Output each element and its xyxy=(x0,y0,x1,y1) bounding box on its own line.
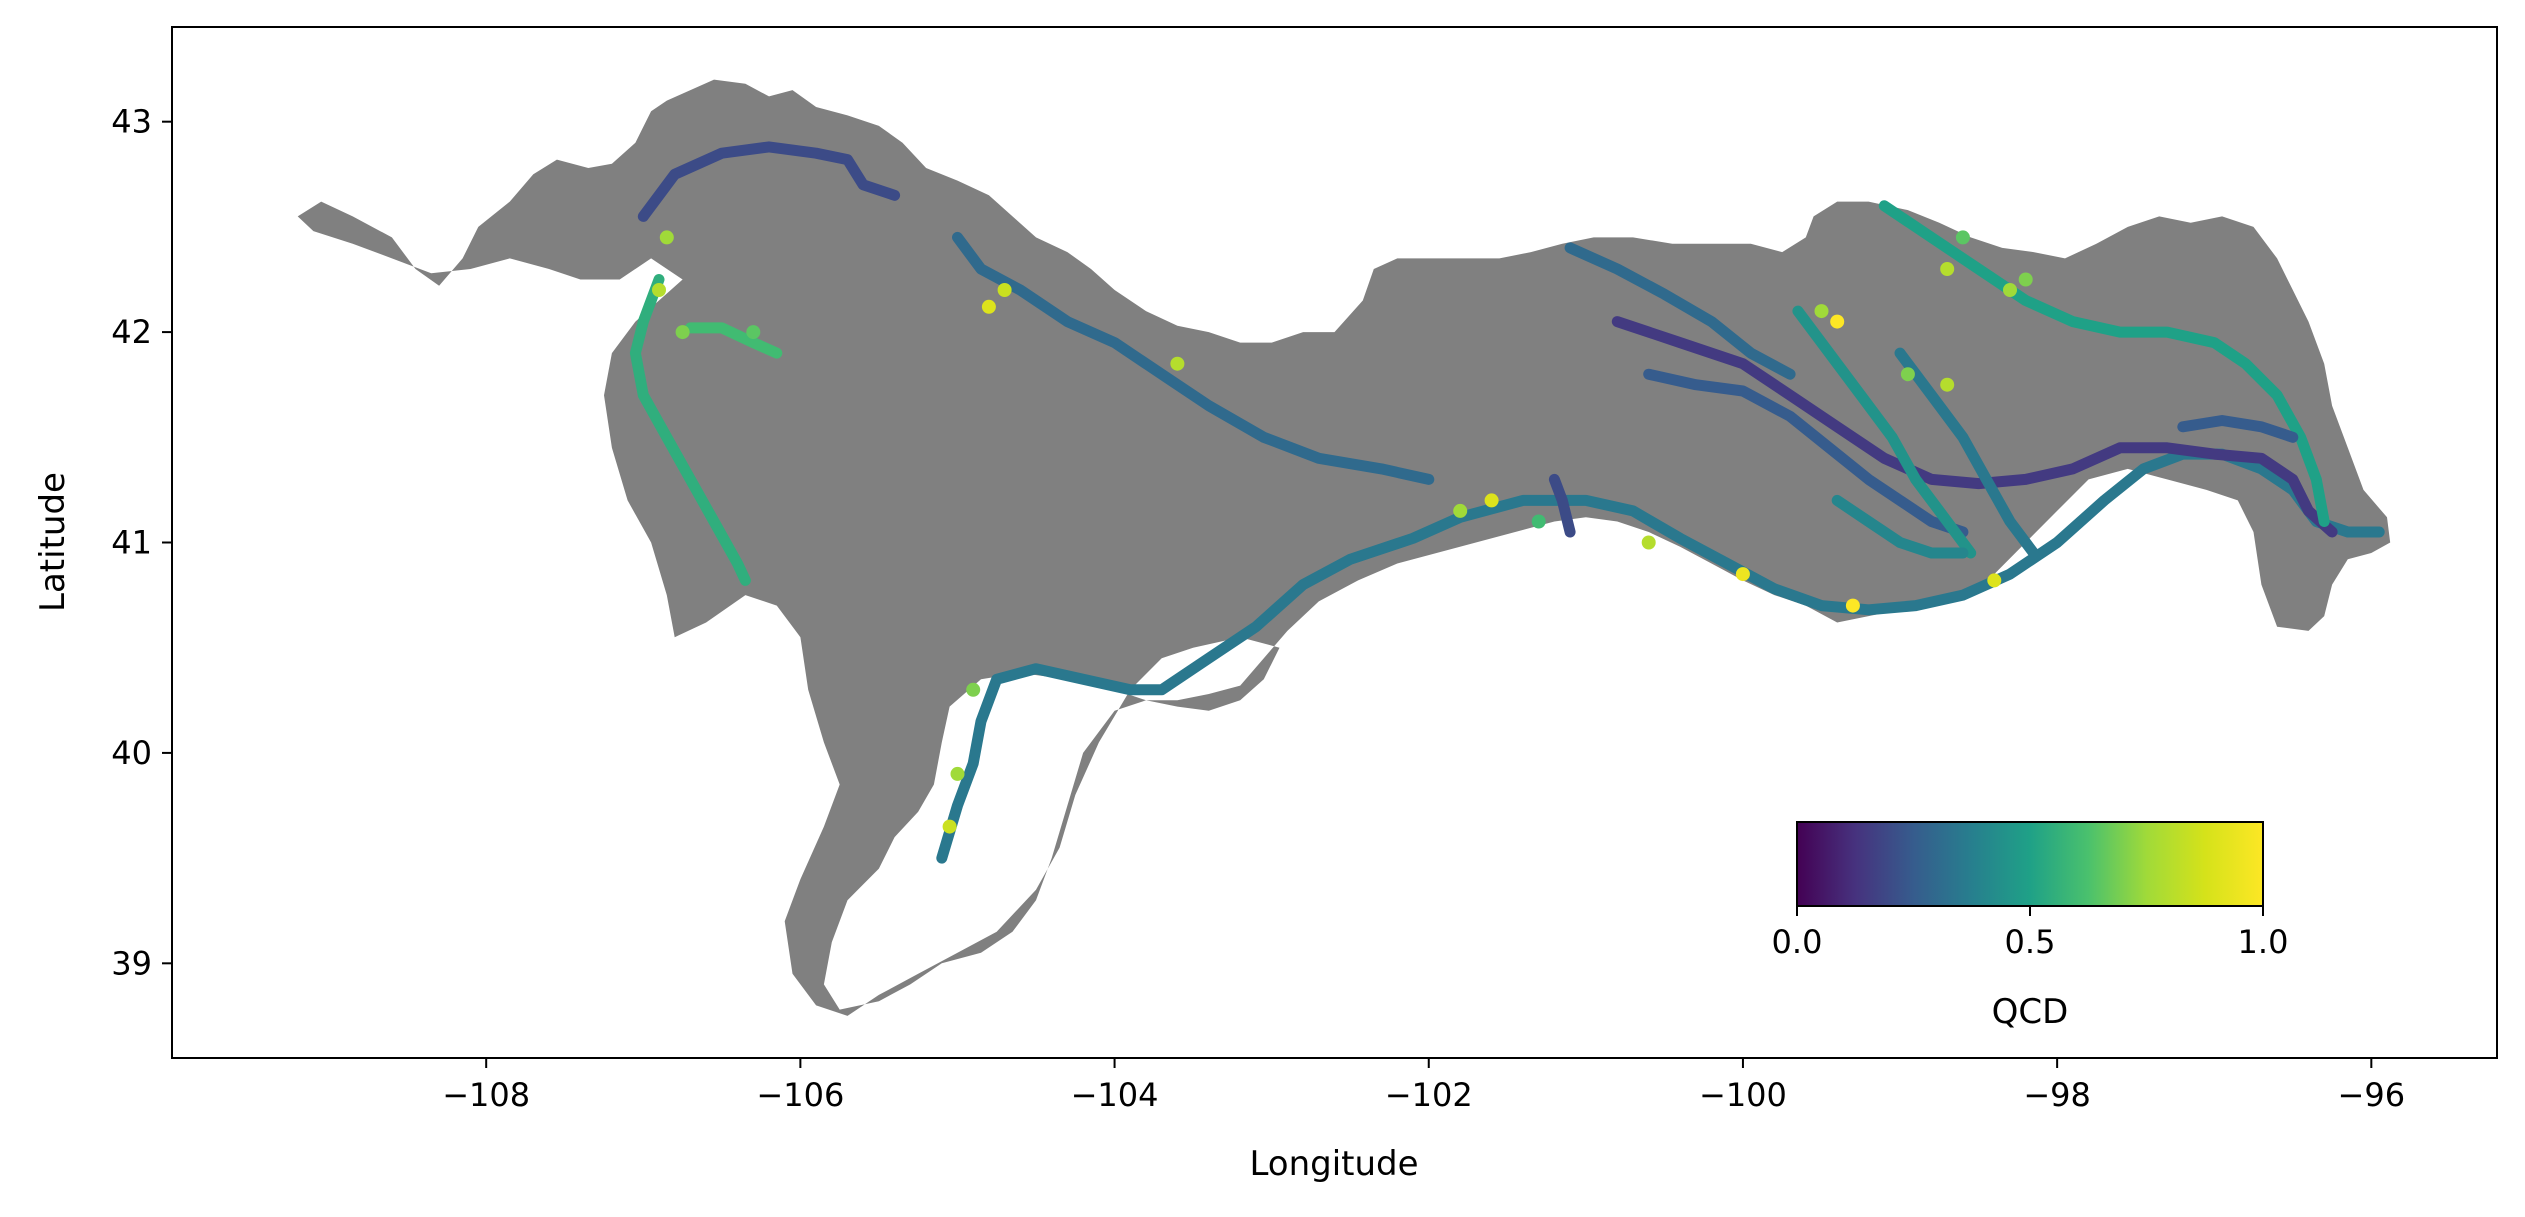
gauge-marker-21 xyxy=(942,819,957,834)
river-reach-14 xyxy=(1548,473,1576,538)
river-reach-1 xyxy=(637,141,901,222)
y-axis-label: Latitude xyxy=(33,472,73,612)
y-axis-ticks: 39 40 41 42 43 xyxy=(111,103,172,982)
gauge-marker-16 xyxy=(1955,230,1970,245)
gauge-markers xyxy=(652,230,2033,834)
colorbar-tick-label: 0.5 xyxy=(2005,923,2056,961)
gauge-marker-13 xyxy=(1900,367,1915,382)
river-reach-9 xyxy=(1894,347,2040,559)
gauge-marker-19 xyxy=(1987,573,2002,588)
gauge-marker-25 xyxy=(746,325,761,340)
x-tick-label: −102 xyxy=(1385,1076,1473,1114)
gauge-marker-23 xyxy=(966,682,981,697)
gauge-marker-7 xyxy=(1453,503,1468,518)
river-basin-shape xyxy=(297,79,2391,1016)
gauge-marker-10 xyxy=(1735,567,1750,582)
gauge-marker-1 xyxy=(659,230,674,245)
gauge-marker-9 xyxy=(1641,535,1656,550)
gauge-marker-15 xyxy=(1940,262,1955,276)
river-reach-11 xyxy=(1831,494,1969,559)
gauge-marker-5 xyxy=(1170,356,1185,371)
colorbar-label: QCD xyxy=(1992,992,2069,1032)
colorbar-ticks: 0.0 0.5 1.0 xyxy=(1772,906,2289,961)
river-reach-2 xyxy=(629,274,751,586)
gauge-marker-2 xyxy=(652,283,666,297)
gauge-marker-4 xyxy=(981,299,996,314)
river-reaches xyxy=(629,141,2385,864)
y-tick-label: 42 xyxy=(111,313,152,351)
colorbar-tick-label: 0.0 xyxy=(1772,923,1823,961)
x-tick-label: −106 xyxy=(756,1076,844,1114)
gauge-marker-11 xyxy=(1830,314,1845,329)
colorbar-tick-label: 1.0 xyxy=(2238,923,2289,961)
y-tick-label: 41 xyxy=(111,524,152,562)
river-reach-8 xyxy=(1564,242,1796,380)
x-axis-ticks: −108 −106 −104 −102 −100 −98 −96 xyxy=(442,1058,2405,1114)
x-tick-label: −108 xyxy=(442,1076,530,1114)
gauge-marker-14 xyxy=(1940,377,1955,392)
x-axis-label: Longitude xyxy=(1249,1144,1418,1184)
colorbar: 0.0 0.5 1.0 QCD xyxy=(1772,821,2289,1032)
river-reach-13 xyxy=(2177,415,2299,443)
x-tick-label: −96 xyxy=(2338,1076,2406,1114)
y-tick-label: 40 xyxy=(111,734,152,772)
gauge-marker-20 xyxy=(1845,598,1860,613)
gauge-marker-17 xyxy=(2003,283,2017,297)
river-reach-10 xyxy=(1792,305,1977,559)
y-tick-label: 43 xyxy=(111,103,152,141)
river-reach-12 xyxy=(1878,200,2330,527)
river-reach-7 xyxy=(1643,368,1969,538)
gauge-marker-3 xyxy=(997,283,1012,297)
x-tick-label: −100 xyxy=(1699,1076,1787,1114)
gauge-marker-8 xyxy=(1531,514,1546,529)
y-tick-label: 39 xyxy=(111,944,152,982)
gauge-marker-6 xyxy=(1484,493,1499,508)
river-reach-4 xyxy=(952,231,1435,485)
river-reach-6 xyxy=(1611,316,2338,538)
gauge-marker-24 xyxy=(675,325,690,340)
x-tick-label: −98 xyxy=(2023,1076,2091,1114)
river-reach-3 xyxy=(684,322,783,359)
colorbar-gradient xyxy=(1796,821,2264,907)
plot-area xyxy=(297,79,2391,1016)
gauge-marker-12 xyxy=(1814,304,1829,319)
gauge-marker-18 xyxy=(2018,272,2033,287)
gauge-marker-22 xyxy=(950,766,965,781)
x-tick-label: −104 xyxy=(1071,1076,1159,1114)
